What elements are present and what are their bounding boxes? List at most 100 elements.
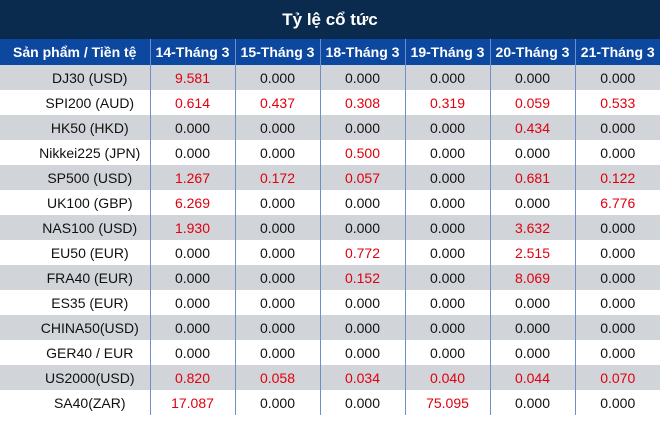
dividend-value-cell: 0.437: [235, 90, 321, 115]
table-row: FRA40 (EUR) 0.000 0.000 0.152 0.000 8.069 0.00…: [0, 265, 660, 290]
dividend-value-cell: 2.515: [490, 240, 576, 265]
dividend-value-cell: 0.000: [235, 190, 321, 215]
dividend-value-cell: 0.000: [320, 290, 406, 315]
dividend-value-cell: 0.000: [575, 265, 660, 290]
dividend-value-cell: 0.040: [405, 365, 491, 390]
dividend-value-cell: 1.267: [150, 165, 236, 190]
dividend-value-cell: 0.681: [490, 165, 576, 190]
product-cell: ES35 (EUR): [0, 290, 151, 315]
dividend-value-cell: 0.000: [405, 165, 491, 190]
product-cell: GER40 / EUR: [0, 340, 151, 365]
dividend-value-cell: 0.000: [405, 340, 491, 365]
table-row: US2000(USD) 0.820 0.058 0.034 0.040 0.044 0.07…: [0, 365, 660, 390]
dividend-value-cell: 0.000: [235, 390, 321, 415]
table-row: NAS100 (USD) 1.930 0.000 0.000 0.000 3.632 0.0…: [0, 215, 660, 240]
dividend-value-cell: 0.000: [490, 315, 576, 340]
dividend-value-cell: 0.000: [150, 115, 236, 140]
dividend-value-cell: 0.000: [405, 265, 491, 290]
product-cell: HK50 (HKD): [0, 115, 151, 140]
column-header-date: 21-Tháng 3: [575, 39, 660, 65]
dividend-value-cell: 0.000: [320, 315, 406, 340]
product-cell: CHINA50(USD): [0, 315, 151, 340]
column-header-product: Sản phẩm / Tiền tệ: [0, 39, 151, 65]
product-cell: US2000(USD): [0, 365, 151, 390]
dividend-value-cell: 0.000: [575, 65, 660, 90]
product-cell: DJ30 (USD): [0, 65, 151, 90]
dividend-value-cell: 0.000: [150, 315, 236, 340]
table-row: CHINA50(USD) 0.000 0.000 0.000 0.000 0.000 0.0…: [0, 315, 660, 340]
table-row: EU50 (EUR) 0.000 0.000 0.772 0.000 2.515 0.000: [0, 240, 660, 265]
dividend-value-cell: 0.000: [405, 140, 491, 165]
dividend-value-cell: 0.772: [320, 240, 406, 265]
dividend-value-cell: 0.000: [150, 140, 236, 165]
dividend-value-cell: 6.269: [150, 190, 236, 215]
dividend-value-cell: 1.930: [150, 215, 236, 240]
table-row: DJ30 (USD) 9.581 0.000 0.000 0.000 0.000 0.000: [0, 65, 660, 90]
product-cell: FRA40 (EUR): [0, 265, 151, 290]
dividend-value-cell: 0.000: [490, 290, 576, 315]
table-row: UK100 (GBP) 6.269 0.000 0.000 0.000 0.000 6.77…: [0, 190, 660, 215]
dividend-value-cell: 0.000: [490, 390, 576, 415]
dividend-value-cell: 6.776: [575, 190, 660, 215]
dividend-value-cell: 0.000: [320, 215, 406, 240]
dividend-value-cell: 0.000: [320, 340, 406, 365]
dividend-value-cell: 0.000: [405, 315, 491, 340]
dividend-value-cell: 0.000: [235, 65, 321, 90]
dividend-value-cell: 0.000: [490, 140, 576, 165]
column-header-date: 20-Tháng 3: [490, 39, 576, 65]
dividend-value-cell: 0.000: [320, 65, 406, 90]
dividend-value-cell: 0.000: [235, 215, 321, 240]
dividend-value-cell: 0.000: [235, 340, 321, 365]
dividend-value-cell: 0.820: [150, 365, 236, 390]
column-header-date: 18-Tháng 3: [320, 39, 406, 65]
dividend-value-cell: 0.614: [150, 90, 236, 115]
column-header-date: 14-Tháng 3: [150, 39, 236, 65]
column-header-date: 15-Tháng 3: [235, 39, 321, 65]
dividend-value-cell: 0.434: [490, 115, 576, 140]
header-row: Sản phẩm / Tiền tệ 14-Tháng 3 15-Tháng 3…: [0, 39, 660, 65]
dividend-value-cell: 0.000: [150, 340, 236, 365]
dividend-value-cell: 0.000: [575, 115, 660, 140]
dividend-value-cell: 0.000: [575, 390, 660, 415]
dividend-value-cell: 0.152: [320, 265, 406, 290]
dividend-value-cell: 0.000: [150, 290, 236, 315]
table-row: SP500 (USD) 1.267 0.172 0.057 0.000 0.681 0.12…: [0, 165, 660, 190]
dividend-value-cell: 0.308: [320, 90, 406, 115]
dividend-value-cell: 0.000: [490, 65, 576, 90]
dividend-value-cell: 0.059: [490, 90, 576, 115]
dividend-value-cell: 0.034: [320, 365, 406, 390]
dividend-value-cell: 0.000: [320, 390, 406, 415]
dividend-value-cell: 0.000: [575, 140, 660, 165]
dividend-value-cell: 9.581: [150, 65, 236, 90]
dividend-title-bar: Tỷ lệ cổ tức: [0, 0, 660, 39]
table-row: HK50 (HKD) 0.000 0.000 0.000 0.000 0.434 0.000: [0, 115, 660, 140]
dividend-value-cell: 0.533: [575, 90, 660, 115]
dividend-value-cell: 0.000: [150, 240, 236, 265]
dividend-value-cell: 0.000: [405, 290, 491, 315]
product-cell: NAS100 (USD): [0, 215, 151, 240]
dividend-value-cell: 0.057: [320, 165, 406, 190]
dividend-value-cell: 0.000: [235, 240, 321, 265]
product-cell: SP500 (USD): [0, 165, 151, 190]
table-row: GER40 / EUR 0.000 0.000 0.000 0.000 0.000 0.00…: [0, 340, 660, 365]
dividend-value-cell: 0.000: [575, 340, 660, 365]
dividend-value-cell: 0.000: [405, 190, 491, 215]
dividend-value-cell: 0.000: [405, 115, 491, 140]
dividend-value-cell: 8.069: [490, 265, 576, 290]
dividend-value-cell: 0.000: [490, 190, 576, 215]
dividend-table: Sản phẩm / Tiền tệ 14-Tháng 3 15-Tháng 3…: [0, 39, 660, 415]
column-header-date: 19-Tháng 3: [405, 39, 491, 65]
dividend-value-cell: 0.319: [405, 90, 491, 115]
page-title: Tỷ lệ cổ tức: [282, 9, 378, 29]
dividend-value-cell: 0.000: [235, 315, 321, 340]
table-body: DJ30 (USD) 9.581 0.000 0.000 0.000 0.000 0.000…: [0, 65, 660, 415]
dividend-value-cell: 0.000: [405, 215, 491, 240]
dividend-value-cell: 0.000: [575, 315, 660, 340]
product-cell: SA40(ZAR): [0, 390, 151, 415]
table-row: SPI200 (AUD) 0.614 0.437 0.308 0.319 0.059 0.5…: [0, 90, 660, 115]
dividend-value-cell: 0.000: [235, 290, 321, 315]
dividend-value-cell: 0.000: [320, 190, 406, 215]
dividend-value-cell: 0.000: [575, 240, 660, 265]
product-cell: EU50 (EUR): [0, 240, 151, 265]
dividend-value-cell: 0.058: [235, 365, 321, 390]
